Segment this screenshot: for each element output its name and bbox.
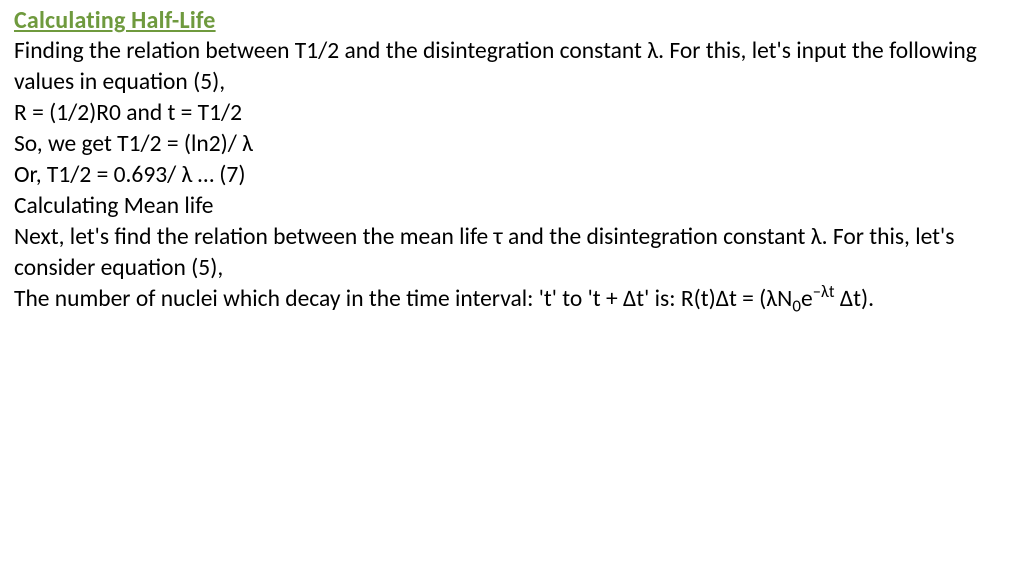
body-line-7tail: ∆t). <box>835 285 875 313</box>
body-line-6: Next, let's find the relation between th… <box>14 222 1010 284</box>
slide-body: Finding the relation between T1/2 and th… <box>14 36 1010 315</box>
body-line-7a: The number of nuclei which decay in the … <box>14 285 792 313</box>
superscript-lambda-t: –λt <box>813 281 835 302</box>
body-line-4: Or, T1/2 = 0.693/ λ … (7) <box>14 160 1010 191</box>
body-line-7e: e <box>801 285 813 313</box>
subscript-zero: 0 <box>792 296 801 317</box>
body-line-3: So, we get T1/2 = (ln2)/ λ <box>14 129 1010 160</box>
body-line-5: Calculating Mean life <box>14 191 1010 222</box>
slide-container: Calculating Half-Life Finding the relati… <box>0 0 1024 576</box>
slide-title: Calculating Half-Life <box>14 6 1010 36</box>
body-line-1: Finding the relation between T1/2 and th… <box>14 36 1010 98</box>
body-line-7: The number of nuclei which decay in the … <box>14 284 1010 315</box>
body-line-2: R = (1/2)R0 and t = T1/2 <box>14 98 1010 129</box>
